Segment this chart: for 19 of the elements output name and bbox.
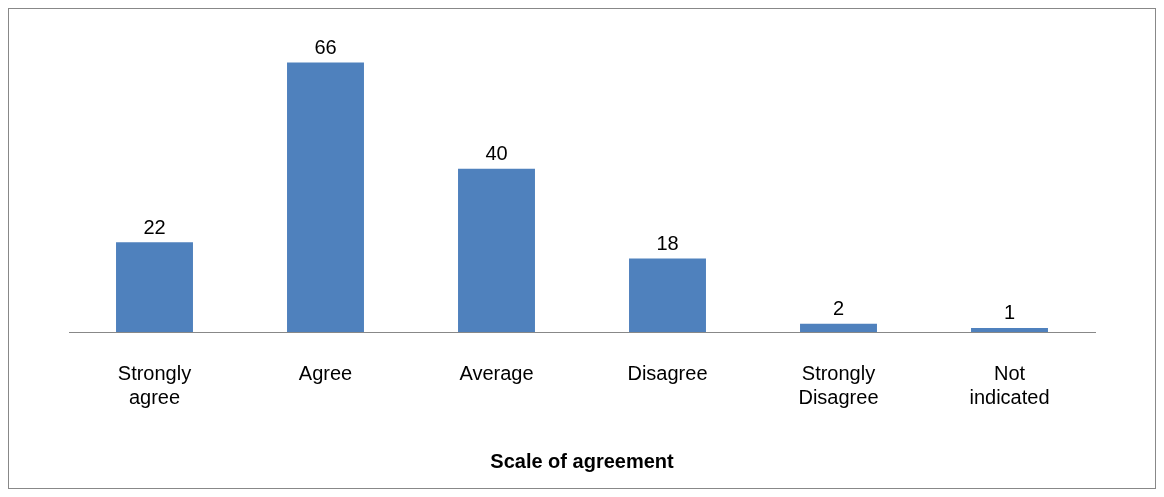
bar — [116, 242, 193, 332]
data-label: 18 — [656, 232, 679, 255]
data-label: 2 — [832, 297, 845, 320]
x-tick-label: Average — [459, 361, 534, 384]
data-label: 22 — [143, 215, 166, 238]
data-label: 1 — [1003, 301, 1016, 324]
x-tick-label: Not indicated — [969, 361, 1050, 408]
bar — [458, 168, 535, 332]
x-axis-title: Scale of agreement — [490, 449, 675, 472]
x-tick-label: Strongly agree — [117, 361, 192, 408]
bar — [800, 323, 877, 332]
x-tick-label: Disagree — [627, 361, 708, 384]
x-tick-label: Strongly Disagree — [798, 361, 879, 408]
bar — [971, 327, 1048, 332]
data-label: 40 — [485, 142, 508, 165]
x-tick-label: Agree — [298, 361, 353, 384]
data-label: 66 — [314, 35, 337, 58]
bar — [629, 258, 706, 332]
bar — [287, 62, 364, 332]
